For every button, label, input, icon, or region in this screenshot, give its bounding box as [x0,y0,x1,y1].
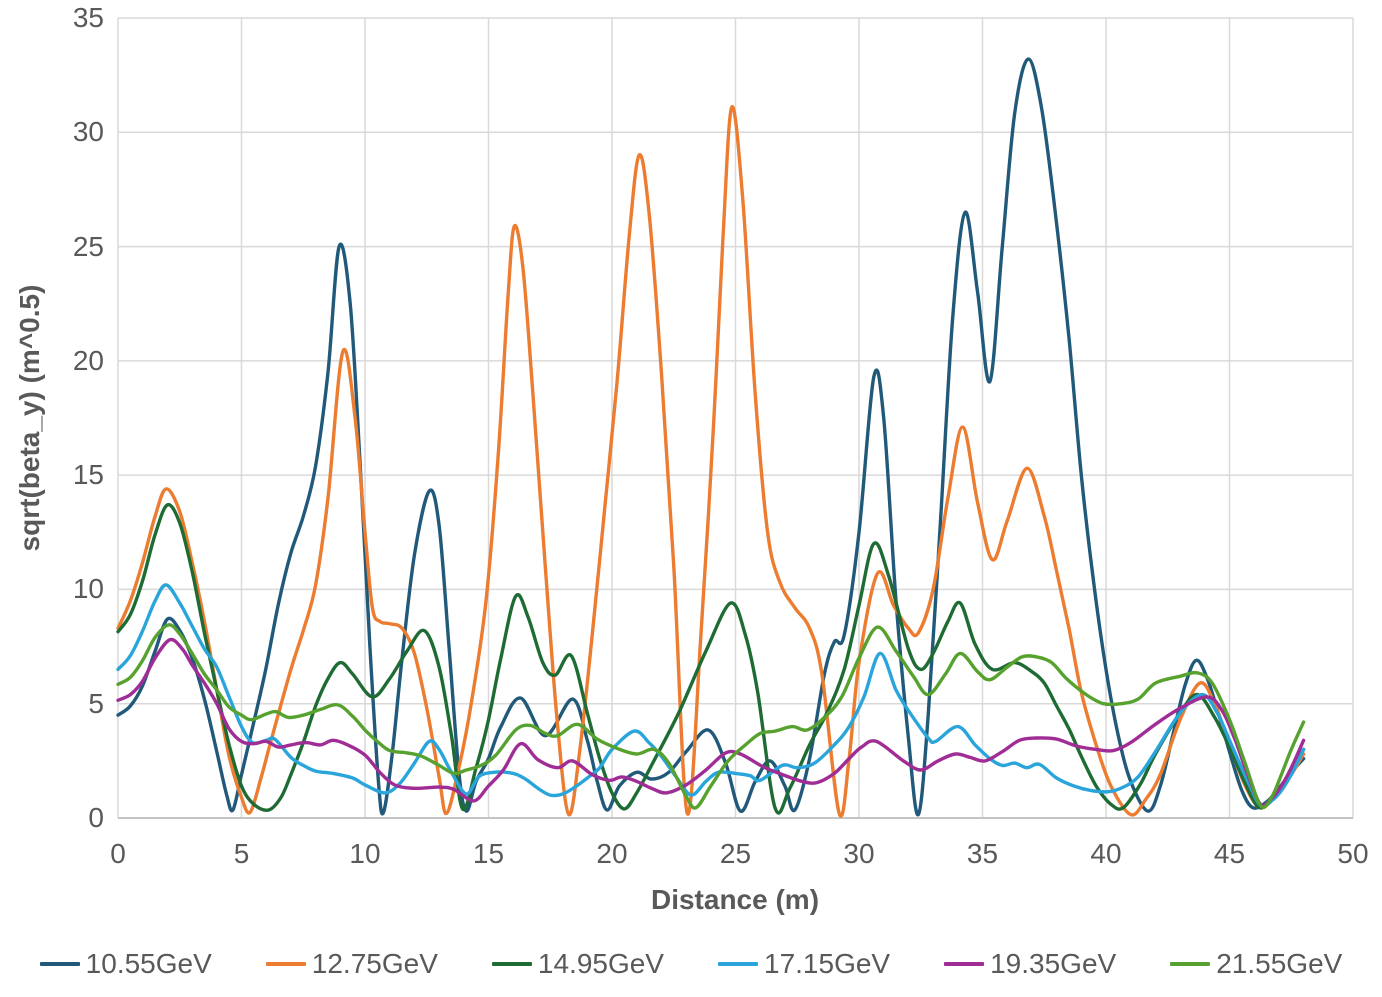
legend-item-17.15GeV[interactable]: 17.15GeV [718,950,890,978]
legend-item-10.55GeV[interactable]: 10.55GeV [39,948,212,979]
series-line-12.75GeV [116,105,1306,818]
legend-swatch [491,962,532,966]
y-axis-title: sqrt(beta_y) (m^0.5) [14,284,45,552]
legend-item-19.35GeV[interactable]: 19.35GeV [944,950,1116,978]
legend-swatch [718,962,758,966]
x-tick-label: 40 [1090,838,1122,869]
legend-label: 19.35GeV [990,948,1117,979]
x-axis-title: Distance (m) [650,884,820,915]
legend-item-21.55GeV[interactable]: 21.55GeV [1170,950,1342,978]
x-tick-label: 15 [472,838,505,869]
x-tick-label: 50 [1337,838,1369,869]
y-tick-label: 25 [72,230,104,262]
y-tick-label: 5 [88,687,104,719]
y-tick-label: 20 [72,344,104,376]
series-line-10.55GeV [116,57,1306,817]
legend-swatch [944,962,985,966]
series-line-21.55GeV [116,623,1306,810]
x-tick-label: 20 [596,838,628,869]
legend-item-14.95GeV[interactable]: 14.95GeV [491,948,664,979]
legend-swatch [265,962,306,966]
y-tick-label: 15 [72,459,104,491]
x-tick-label: 35 [966,838,999,869]
legend-item-12.75GeV[interactable]: 12.75GeV [265,948,438,979]
y-tick-label: 10 [72,573,104,605]
legend: 10.55GeV 12.75GeV 14.95GeV 17.15GeV 19.35GeV… [0,950,1382,978]
x-tick-label: 5 [233,838,250,869]
series-line-17.15GeV [116,583,1306,809]
legend-label: 21.55GeV [1216,948,1343,979]
x-tick-label: 45 [1213,838,1246,869]
legend-label: 14.95GeV [537,948,664,979]
legend-label: 12.75GeV [311,948,438,979]
legend-label: 10.55GeV [85,948,212,979]
legend-swatch [1170,962,1211,966]
legend-swatch [39,962,80,966]
x-tick-label: 30 [843,838,875,869]
y-tick-label: 30 [72,116,104,148]
series-line-19.35GeV [116,637,1306,808]
x-tick-label: 10 [349,838,381,869]
x-tick-label: 25 [719,838,752,869]
legend-label: 17.15GeV [764,948,891,979]
y-tick-label: 35 [72,2,104,33]
y-tick-label: 0 [88,802,104,833]
x-tick-label: 0 [110,838,126,869]
